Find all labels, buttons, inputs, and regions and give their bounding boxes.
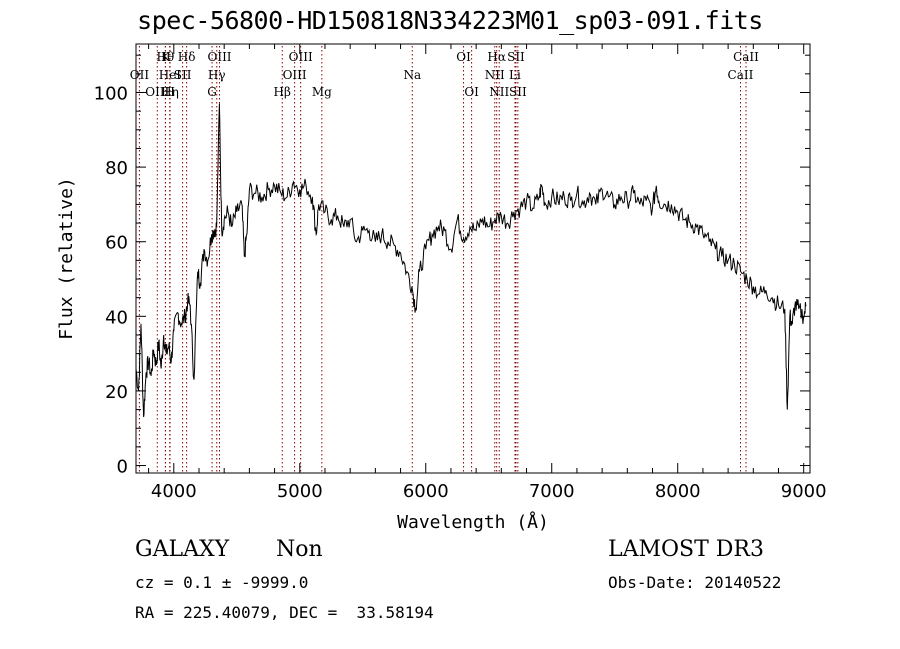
line-marker-labels: OII OIII HθK HeI HηH SII Hδ G Hγ OIII Hβ OIII OIII Mg… [130,50,759,99]
line-marker-label: NII [489,85,509,99]
line-marker-label: OIII [207,50,231,64]
line-marker-label: SII [509,85,527,99]
line-marker-label: G [207,85,217,99]
line-marker-label: SII [174,68,192,82]
y-tick-label: 20 [105,382,128,403]
line-marker-label: OI [456,50,471,64]
line-marker-label: Hη [161,85,179,99]
chart-title: spec-56800-HD150818N334223M01_sp03-091.f… [137,6,763,35]
line-marker-label: SII [507,50,525,64]
line-marker-label: OIII [283,68,307,82]
line-marker-label: K [161,50,171,64]
line-marker-label: Mg [312,85,332,99]
line-marker-label: HeI [159,68,182,82]
x-tick-label: 6000 [403,481,449,502]
line-marker-label: OIII [145,85,169,99]
axis-ticks: 4000 5000 6000 7000 8000 9000 0 20 40 60 80 100 [94,44,827,502]
class-label: GALAXY [135,537,230,562]
line-marker-label: OI [464,85,479,99]
line-marker-label: Li [509,68,521,82]
y-tick-label: 80 [105,158,128,179]
x-tick-label: 4000 [151,481,197,502]
x-tick-label: 5000 [277,481,323,502]
line-marker-label: Hδ [178,50,196,64]
line-marker-label: Hβ [274,85,291,99]
x-axis-label: Wavelength (Å) [397,511,549,533]
line-marker-label: H [165,85,175,99]
line-marker-label: OIII [289,50,313,64]
y-tick-label: 60 [105,233,128,254]
y-tick-label: 100 [94,83,128,104]
cz-line: cz = 0.1 ± -9999.0 [135,573,309,592]
line-marker-label: Hγ [208,68,226,82]
y-tick-label: 40 [105,307,128,328]
survey-label: LAMOST DR3 [608,537,764,562]
line-marker-label: Hθ [157,50,175,64]
x-tick-label: 8000 [655,481,701,502]
line-marker-label: CaII [728,68,754,82]
plot-frame [135,43,811,474]
line-marker-label: CaII [733,50,759,64]
subclass-label: Non [276,537,323,562]
line-marker-label: Hα [487,50,506,64]
radec-line: RA = 225.40079, DEC = 33.58194 [135,603,434,622]
line-marker-label: OII [130,68,150,82]
spectrum-line [135,103,807,418]
x-tick-label: 7000 [529,481,575,502]
x-tick-label: 9000 [781,481,827,502]
line-marker-label: NII [485,68,505,82]
y-tick-label: 0 [117,457,128,478]
line-marker-label: Na [403,68,421,82]
line-markers [138,46,747,473]
obs-date: Obs-Date: 20140522 [608,573,782,592]
y-axis-label: Flux (relative) [56,177,77,340]
